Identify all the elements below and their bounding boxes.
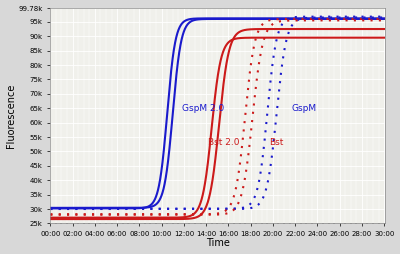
Text: Bst 2.0: Bst 2.0	[208, 138, 240, 147]
Y-axis label: Fluorescence: Fluorescence	[6, 84, 16, 148]
Text: GspM: GspM	[292, 104, 316, 113]
X-axis label: Time: Time	[206, 239, 230, 248]
Text: Bst: Bst	[269, 138, 284, 147]
Text: GspM 2.0: GspM 2.0	[182, 104, 224, 113]
